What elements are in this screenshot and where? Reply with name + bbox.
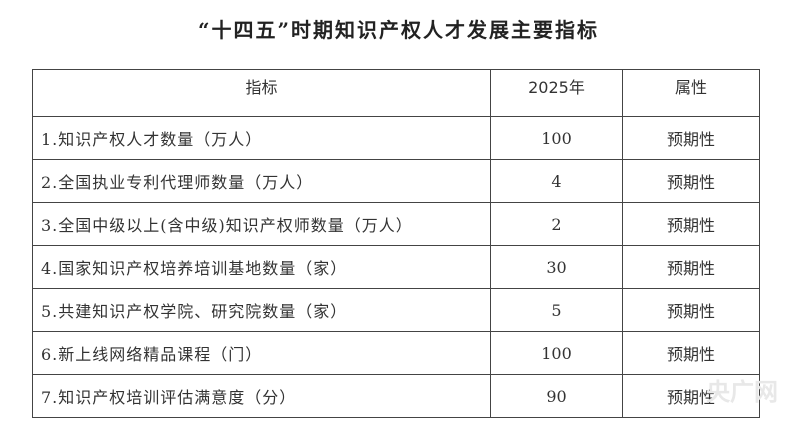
indicators-table: 指标 2025年 属性 1.知识产权人才数量（万人） 100 预期性 2.全国执业专利… — [32, 69, 760, 418]
attribute-cell: 预期性 — [622, 116, 760, 160]
page-title: “十四五”时期知识产权人才发展主要指标 — [197, 18, 599, 42]
attribute-cell: 预期性 — [622, 331, 760, 375]
attribute-cell: 预期性 — [622, 159, 760, 203]
value-cell: 4 — [490, 159, 623, 203]
table-row: 2.全国执业专利代理师数量（万人） 4 预期性 — [32, 159, 760, 203]
attribute-cell: 预期性 — [622, 374, 760, 418]
value-cell: 30 — [490, 245, 623, 289]
attribute-cell: 预期性 — [622, 202, 760, 246]
table-row: 7.知识产权培训评估满意度（分） 90 预期性 — [32, 374, 760, 418]
indicator-cell: 4.国家知识产权培养培训基地数量（家） — [32, 245, 491, 289]
table-row: 5.共建知识产权学院、研究院数量（家） 5 预期性 — [32, 288, 760, 332]
table-header-row: 指标 2025年 属性 — [32, 69, 760, 117]
indicator-cell: 7.知识产权培训评估满意度（分） — [32, 374, 491, 418]
header-2025: 2025年 — [490, 69, 623, 117]
indicator-cell: 1.知识产权人才数量（万人） — [32, 116, 491, 160]
attribute-cell: 预期性 — [622, 245, 760, 289]
value-cell: 100 — [490, 331, 623, 375]
table-row: 1.知识产权人才数量（万人） 100 预期性 — [32, 116, 760, 160]
header-indicator: 指标 — [32, 69, 491, 117]
indicator-cell: 3.全国中级以上(含中级)知识产权师数量（万人） — [32, 202, 491, 246]
watermark-logo: 央广网 — [706, 378, 778, 406]
indicator-cell: 6.新上线网络精品课程（门） — [32, 331, 491, 375]
indicator-cell: 2.全国执业专利代理师数量（万人） — [32, 159, 491, 203]
value-cell: 90 — [490, 374, 623, 418]
header-attribute: 属性 — [622, 69, 760, 117]
table-row: 6.新上线网络精品课程（门） 100 预期性 — [32, 331, 760, 375]
value-cell: 5 — [490, 288, 623, 332]
attribute-cell: 预期性 — [622, 288, 760, 332]
value-cell: 2 — [490, 202, 623, 246]
table-row: 4.国家知识产权培养培训基地数量（家） 30 预期性 — [32, 245, 760, 289]
indicator-cell: 5.共建知识产权学院、研究院数量（家） — [32, 288, 491, 332]
value-cell: 100 — [490, 116, 623, 160]
table-row: 3.全国中级以上(含中级)知识产权师数量（万人） 2 预期性 — [32, 202, 760, 246]
